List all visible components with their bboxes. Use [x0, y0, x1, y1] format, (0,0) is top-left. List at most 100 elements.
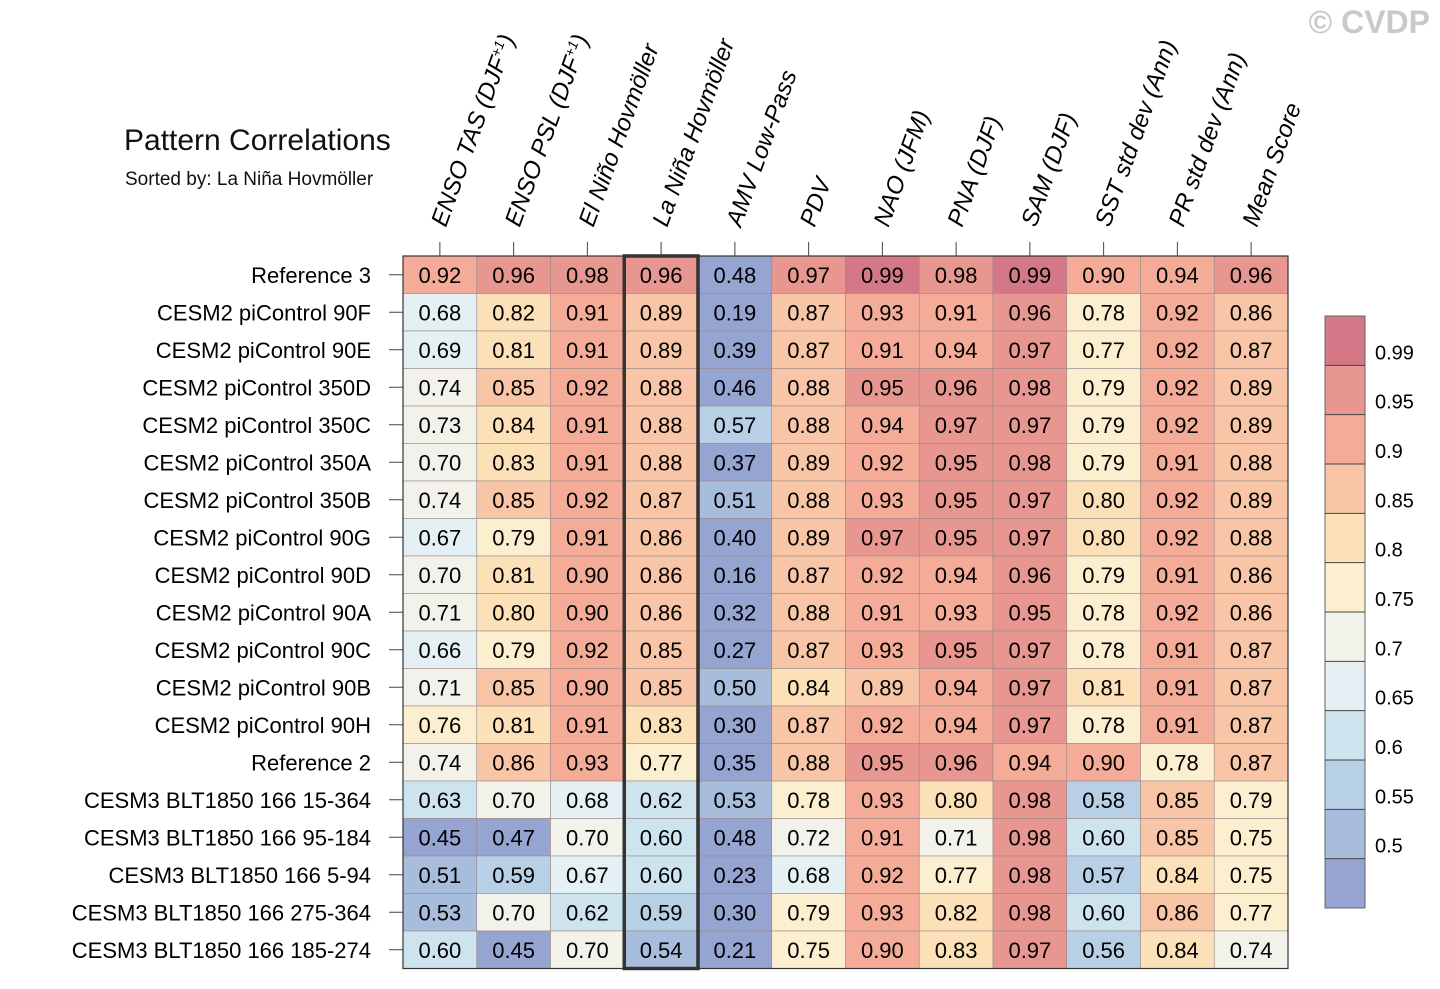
heatmap-cell: [771, 330, 846, 369]
heatmap-cell: [992, 443, 1068, 482]
heatmap-cell: [1140, 330, 1215, 369]
heatmap-cell: [771, 593, 846, 632]
cell-value-label: 0.92: [1156, 300, 1199, 325]
cell-value-label: 0.69: [418, 338, 461, 363]
cell-value-label: 0.77: [1230, 900, 1273, 925]
row-label: CESM2 piControl 350B: [144, 488, 371, 513]
cell-value-label: 0.91: [935, 300, 978, 325]
heatmap-cell: [918, 330, 994, 369]
heatmap-cell: [1066, 405, 1141, 444]
cell-value-label: 0.84: [1156, 938, 1199, 963]
row-label: CESM2 piControl 90D: [155, 563, 371, 588]
cell-value-label: 0.78: [1082, 638, 1125, 663]
heatmap-cell: [402, 480, 478, 519]
cell-value-label: 0.51: [713, 488, 756, 513]
heatmap-cell: [476, 518, 551, 557]
chart-subtitle: Sorted by: La Niña Hovmöller: [125, 169, 374, 190]
cell-value-label: 0.98: [566, 263, 609, 288]
cell-value-label: 0.54: [640, 938, 683, 963]
heatmap-cell: [992, 855, 1068, 894]
cell-value-label: 0.71: [418, 600, 461, 625]
cell-value-label: 0.92: [861, 713, 904, 738]
heatmap-cell: [771, 780, 846, 819]
heatmap-cell: [1066, 443, 1141, 482]
cell-value-label: 0.63: [418, 788, 461, 813]
heatmap-cell: [918, 255, 994, 294]
cell-value-label: 0.98: [1008, 900, 1051, 925]
cell-value-label: 0.60: [1082, 900, 1125, 925]
heatmap-cell: [1066, 593, 1141, 632]
heatmap-cell: [1213, 743, 1289, 782]
column-label: AMV Low-Pass: [720, 67, 802, 232]
heatmap-cell: [1213, 705, 1289, 744]
cell-value-label: 0.85: [1156, 788, 1199, 813]
heatmap-cell: [1213, 443, 1289, 482]
colorbar-label: 0.99: [1375, 342, 1414, 364]
cell-value-label: 0.87: [1230, 713, 1273, 738]
heatmap-cell: [550, 593, 625, 632]
cell-value-label: 0.68: [787, 863, 830, 888]
cell-value-label: 0.46: [713, 375, 756, 400]
heatmap-cell: [476, 368, 551, 407]
colorbar-segment: [1325, 316, 1365, 366]
cell-value-label: 0.60: [1082, 825, 1125, 850]
cell-value-label: 0.89: [1230, 413, 1273, 438]
colorbar-segment: [1325, 562, 1365, 612]
cell-value-label: 0.92: [861, 563, 904, 588]
cell-value-label: 0.73: [418, 413, 461, 438]
heatmap-cell: [550, 555, 625, 594]
cell-value-label: 0.78: [1082, 300, 1125, 325]
colorbar-segment: [1325, 661, 1365, 711]
heatmap-cell: [1066, 855, 1141, 894]
cell-value-label: 0.83: [935, 938, 978, 963]
cell-value-label: 0.67: [418, 525, 461, 550]
cell-value-label: 0.74: [418, 375, 461, 400]
colorbar-segment: [1325, 365, 1365, 415]
heatmap-cell: [992, 405, 1068, 444]
heatmap-cell: [697, 480, 773, 519]
colorbar-label: 0.7: [1375, 638, 1403, 660]
highlight-column-box: [622, 254, 700, 971]
heatmap-cell: [1140, 705, 1215, 744]
heatmap-cell: [623, 330, 699, 369]
cell-value-label: 0.94: [1156, 263, 1199, 288]
heatmap-cell: [1140, 893, 1215, 932]
cell-value-label: 0.94: [861, 413, 904, 438]
heatmap-cell: [1066, 330, 1141, 369]
cell-value-label: 0.67: [566, 863, 609, 888]
cell-value-label: 0.91: [566, 450, 609, 475]
heatmap-cell: [402, 443, 478, 482]
heatmap-cell: [550, 443, 625, 482]
cell-value-label: 0.97: [1008, 488, 1051, 513]
heatmap-cell: [1066, 555, 1141, 594]
cell-value-label: 0.97: [787, 263, 830, 288]
cell-value-label: 0.93: [861, 788, 904, 813]
cell-value-label: 0.88: [640, 413, 683, 438]
cell-value-label: 0.94: [1008, 750, 1051, 775]
heatmap-cell: [550, 368, 625, 407]
heatmap-cell: [1140, 518, 1215, 557]
cell-value-label: 0.92: [418, 263, 461, 288]
heatmap-cell: [476, 405, 551, 444]
cell-value-label: 0.60: [640, 825, 683, 850]
heatmap-cell: [845, 855, 920, 894]
cell-value-label: 0.98: [1008, 375, 1051, 400]
cell-value-label: 0.32: [713, 600, 756, 625]
heatmap-cell: [992, 930, 1068, 969]
heatmap-cell: [476, 330, 551, 369]
heatmap-cell: [402, 330, 478, 369]
cell-value-label: 0.93: [935, 600, 978, 625]
heatmap-cell: [476, 480, 551, 519]
cell-value-label: 0.84: [492, 413, 535, 438]
heatmap-cell: [771, 405, 846, 444]
cell-value-label: 0.85: [1156, 825, 1199, 850]
cell-value-label: 0.87: [1230, 675, 1273, 700]
heatmap-cell: [1140, 480, 1215, 519]
cell-value-label: 0.60: [418, 938, 461, 963]
heatmap-cell: [845, 705, 920, 744]
cell-value-label: 0.80: [492, 600, 535, 625]
cell-value-label: 0.89: [1230, 488, 1273, 513]
cell-value-label: 0.75: [1230, 863, 1273, 888]
heatmap-cell: [1213, 593, 1289, 632]
cell-value-label: 0.92: [566, 375, 609, 400]
